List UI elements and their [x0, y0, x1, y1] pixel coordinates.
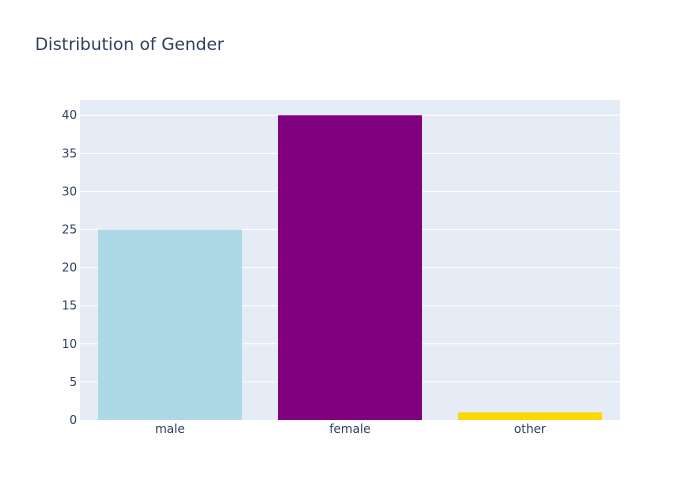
- y-tick-label: 40: [62, 108, 77, 122]
- x-tick-label: male: [155, 422, 185, 436]
- y-axis-tick-labels: 0 5 10 15 20 25 30 35 40: [62, 108, 77, 427]
- bar-male: [98, 229, 242, 420]
- y-tick-label: 35: [62, 146, 77, 160]
- bar-female: [278, 115, 422, 420]
- y-tick-label: 0: [69, 413, 77, 427]
- chart-title: Distribution of Gender: [35, 35, 224, 55]
- x-axis-tick-labels: male female other: [155, 422, 546, 436]
- x-tick-label: female: [329, 422, 370, 436]
- bar-other: [458, 412, 602, 420]
- x-tick-label: other: [514, 422, 546, 436]
- bars: [98, 115, 602, 420]
- y-tick-label: 20: [62, 261, 77, 275]
- y-tick-label: 25: [62, 223, 77, 237]
- y-tick-label: 30: [62, 184, 77, 198]
- y-tick-label: 10: [62, 337, 77, 351]
- y-tick-label: 15: [62, 299, 77, 313]
- y-tick-label: 5: [69, 375, 77, 389]
